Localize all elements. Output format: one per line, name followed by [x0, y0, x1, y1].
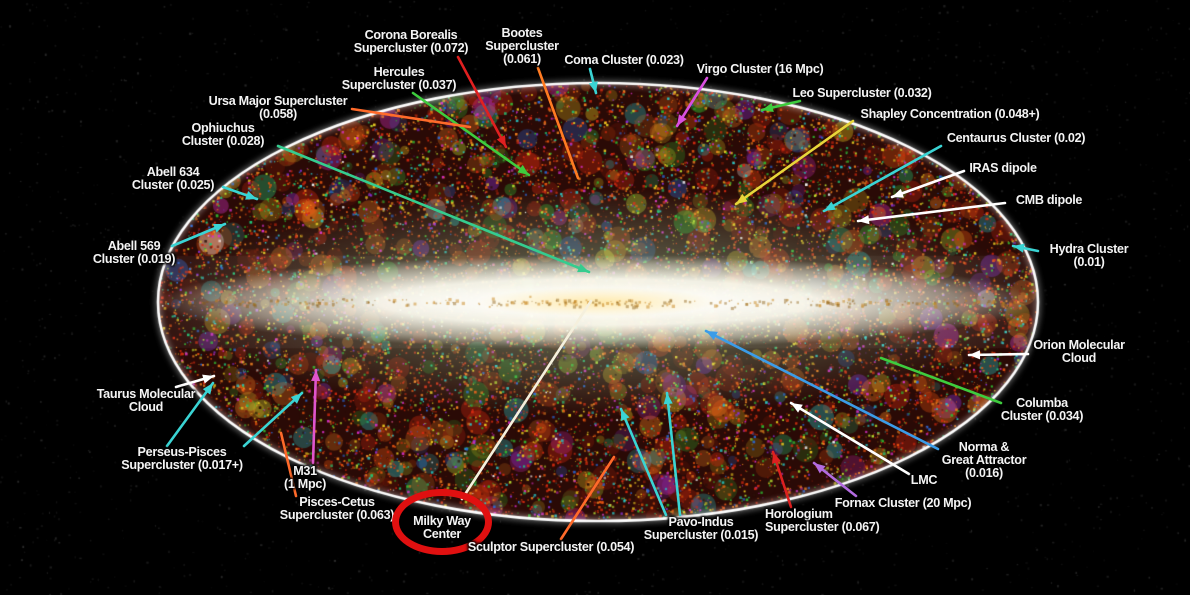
all-sky-galaxy-map: Corona Borealis Supercluster (0.072) Boote…: [0, 0, 1190, 595]
sky-map-canvas: [0, 0, 1190, 595]
